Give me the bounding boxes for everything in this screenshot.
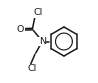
Text: N: N bbox=[39, 37, 46, 46]
Text: Cl: Cl bbox=[33, 8, 42, 17]
Text: Cl: Cl bbox=[27, 64, 37, 73]
Text: O: O bbox=[17, 25, 24, 34]
